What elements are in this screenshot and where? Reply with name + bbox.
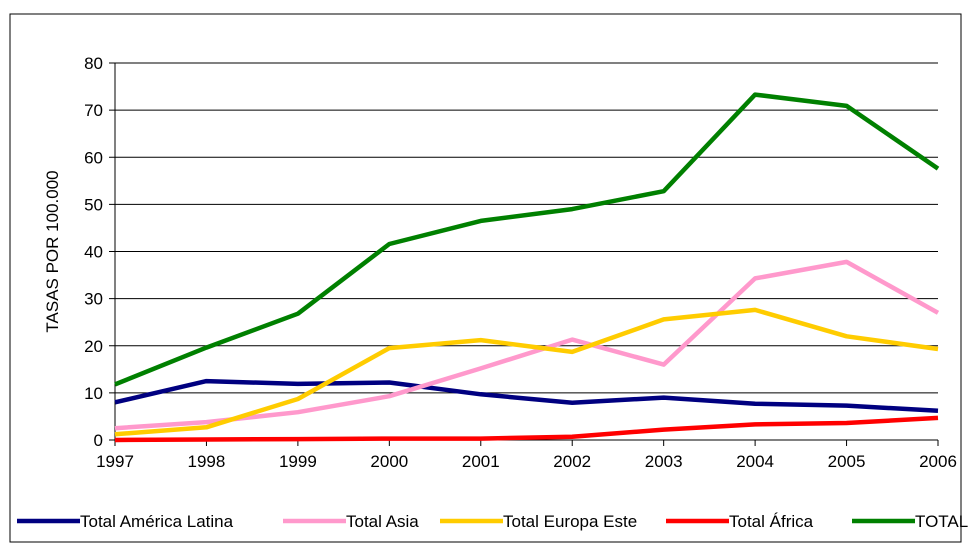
series-lines: [114, 92, 940, 443]
x-tick-label: 2005: [828, 452, 866, 471]
legend-label: TOTAL: [915, 512, 968, 531]
y-tick-label: 80: [84, 54, 103, 73]
series-line-0: [114, 378, 939, 414]
x-tick-label: 2002: [553, 452, 591, 471]
y-tick-label: 60: [84, 148, 103, 167]
gridlines: [115, 62, 938, 394]
series-line-2: [114, 307, 939, 437]
y-tick-label: 40: [84, 243, 103, 262]
legend-label: Total Europa Este: [503, 512, 637, 531]
x-tick-label: 2006: [919, 452, 957, 471]
x-tick-label: 2004: [736, 452, 774, 471]
x-tick-label: 2003: [645, 452, 683, 471]
legend-label: Total Asia: [346, 512, 419, 531]
x-tick-label: 2001: [462, 452, 500, 471]
x-tick-label: 1998: [188, 452, 226, 471]
y-tick-label: 30: [84, 290, 103, 309]
legend-label: Total África: [729, 512, 814, 531]
legend-label: Total América Latina: [80, 512, 234, 531]
x-tick-label: 1997: [96, 452, 134, 471]
y-tick-label: 10: [84, 384, 103, 403]
y-tick-label: 20: [84, 337, 103, 356]
x-tick-labels: 1997 1998 1999 2000 2001 2002 2003 2004 2005 2006: [96, 452, 957, 471]
series-line-1: [114, 259, 940, 431]
y-tick-labels: 0 10 20 30 40 50 60 70 80: [84, 54, 103, 450]
legend: Total América Latina Total Asia Total Euro…: [17, 512, 968, 531]
x-tick-label: 1999: [279, 452, 317, 471]
y-tick-label: 50: [84, 195, 103, 214]
y-tick-label: 0: [94, 431, 103, 450]
y-axis-title: TASAS POR 100.000: [43, 170, 62, 332]
series-line-4: [114, 92, 940, 387]
series-line-3: [114, 415, 939, 443]
x-tick-label: 2000: [370, 452, 408, 471]
y-tick-label: 70: [84, 101, 103, 120]
